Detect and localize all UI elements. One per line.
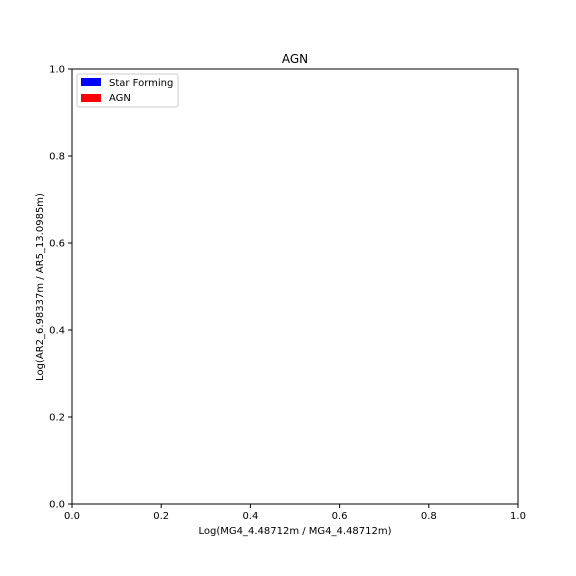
y-tick-label: 0.2: [49, 413, 65, 424]
y-tick-label: 0.4: [49, 326, 65, 337]
legend-label-agn: AGN: [109, 93, 131, 104]
legend-swatch-star-forming: [81, 78, 101, 86]
x-tick-label: 0.8: [421, 511, 437, 522]
x-tick-label: 0.6: [332, 511, 348, 522]
y-tick-label: 0.0: [49, 500, 65, 511]
x-tick-label: 1.0: [510, 511, 526, 522]
legend: Star Forming AGN: [76, 73, 179, 108]
x-axis-label: Log(MG4_4.48712m / MG4_4.48712m): [198, 526, 391, 537]
x-tick-label: 0.0: [64, 511, 80, 522]
legend-frame: [76, 73, 179, 108]
x-tick-label: 0.2: [153, 511, 169, 522]
ticks-layer: 0.0 0.2 0.4 0.6 0.8 1.0 0.0 0.2 0.4 0.6 0.8 1.0: [49, 65, 526, 523]
axes-layer: [71, 68, 519, 505]
x-tick-label: 0.4: [242, 511, 258, 522]
plot-frame: [71, 68, 519, 505]
legend-label-star-forming: Star Forming: [109, 78, 173, 89]
y-tick-label: 1.0: [49, 65, 65, 76]
chart-title: AGN: [282, 52, 308, 66]
legend-swatch-agn: [81, 94, 101, 102]
y-tick-label: 0.8: [49, 152, 65, 163]
y-axis-label: Log(AR2_6.98337m / AR5_13.0985m): [35, 193, 46, 381]
y-tick-label: 0.6: [49, 239, 65, 250]
